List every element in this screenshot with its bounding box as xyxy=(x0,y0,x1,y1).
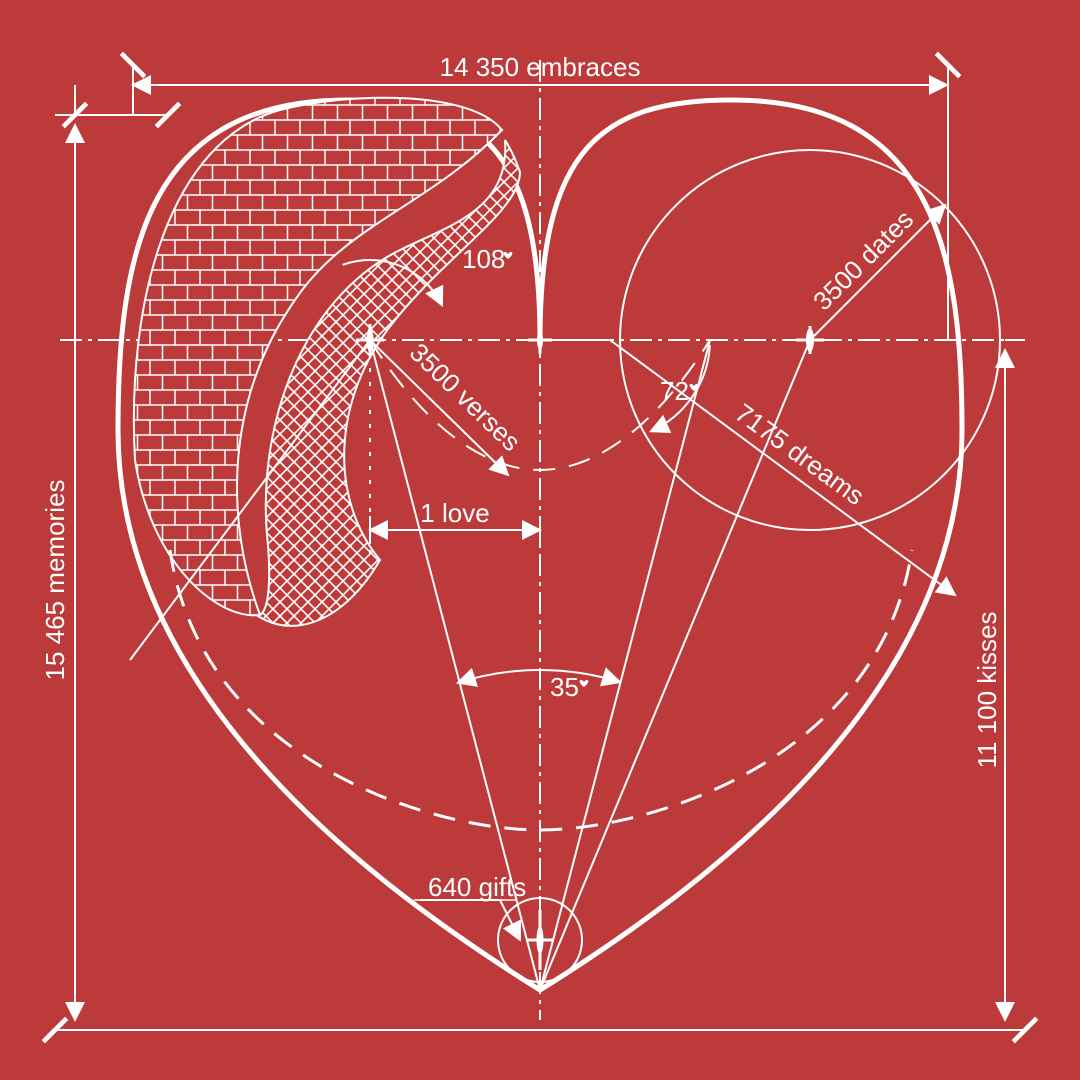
dim-gifts: 640 gifts xyxy=(428,872,526,902)
dim-embraces: 14 350 embraces xyxy=(440,52,641,82)
heart-blueprint: 14 350 embraces 15 465 memories 11 100 kis… xyxy=(0,0,1080,1080)
angle-108: 108 xyxy=(462,244,505,274)
angle-72: 72 xyxy=(660,376,689,406)
dim-love: 1 love xyxy=(420,498,489,528)
dim-kisses: 11 100 kisses xyxy=(972,611,1002,768)
angle-35: 35 xyxy=(550,672,579,702)
dim-memories: 15 465 memories xyxy=(40,480,70,681)
